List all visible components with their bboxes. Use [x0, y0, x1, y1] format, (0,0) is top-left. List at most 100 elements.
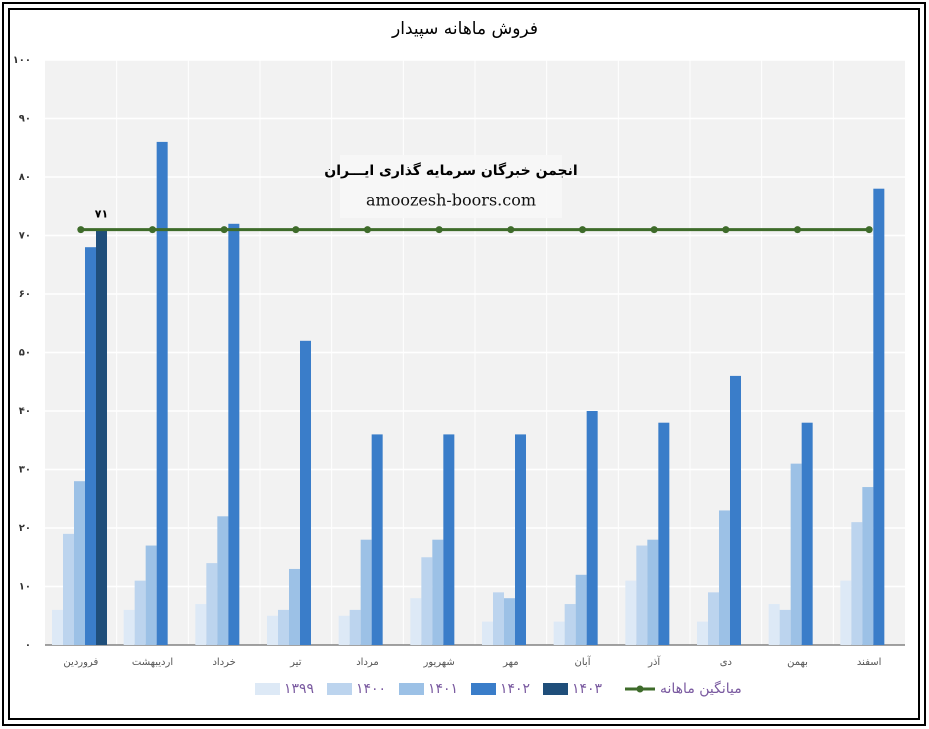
data-label: ۷۱ — [95, 208, 108, 221]
bar — [156, 141, 168, 645]
bar — [74, 481, 85, 645]
watermark-title: انجمن خبرگان سرمایه گذاری ایـــران — [324, 162, 577, 179]
bar — [636, 545, 648, 645]
bar — [862, 487, 874, 645]
legend-swatch — [543, 683, 568, 695]
x-tick-label: اسفند — [857, 657, 881, 668]
bar — [217, 516, 229, 645]
average-point — [77, 226, 85, 234]
average-point — [435, 226, 443, 234]
bar — [195, 604, 207, 645]
average-point — [220, 226, 228, 234]
bar — [575, 574, 587, 645]
bar — [719, 510, 730, 645]
legend-label: ۱۳۹۹ — [284, 681, 314, 697]
bar — [300, 340, 311, 645]
bar — [873, 188, 885, 645]
average-point — [149, 226, 156, 234]
average-point — [794, 226, 801, 234]
watermark-box — [340, 155, 562, 218]
bar — [840, 580, 852, 645]
bar — [289, 568, 300, 645]
average-point — [292, 226, 300, 234]
bar — [123, 609, 135, 645]
bar — [63, 533, 74, 645]
bar — [278, 609, 289, 645]
bar — [421, 557, 433, 645]
inner-frame — [8, 8, 920, 720]
bar — [206, 563, 218, 645]
x-tick-label: شهریور — [423, 657, 455, 668]
x-tick-label: تیر — [289, 657, 302, 668]
average-point — [364, 226, 371, 234]
y-tick-label: ۸۰ — [19, 172, 31, 183]
legend-label: ۱۴۰۲ — [500, 681, 530, 697]
bar — [432, 539, 444, 645]
x-tick-label: فروردین — [63, 657, 98, 668]
y-tick-label: ۵۰ — [19, 348, 31, 359]
y-tick-label: ۱۰ — [19, 582, 31, 593]
average-point — [722, 226, 730, 234]
y-tick-label: ۴۰ — [19, 406, 31, 417]
bar — [360, 539, 372, 645]
x-tick-label: خرداد — [212, 657, 235, 668]
bar — [134, 580, 146, 645]
bar — [564, 604, 576, 645]
x-tick-label: اردیبهشت — [132, 657, 173, 668]
watermark-url: amoozesh-boors.com — [366, 191, 536, 210]
bar — [349, 609, 361, 645]
legend-label: ۱۴۰۱ — [428, 681, 458, 697]
bar — [338, 615, 350, 645]
y-tick-label: ۱۰۰ — [13, 55, 31, 66]
bar — [730, 375, 741, 645]
y-tick-label: ۷۰ — [19, 231, 31, 242]
y-tick-label: ۰ — [25, 640, 31, 651]
bar — [708, 592, 719, 645]
bar — [697, 621, 708, 645]
x-tick-label: آبان — [575, 655, 592, 668]
bar — [504, 598, 515, 645]
bar — [768, 604, 780, 645]
bar — [658, 422, 670, 645]
average-point — [507, 226, 515, 234]
legend-swatch — [327, 683, 352, 695]
bar — [85, 247, 96, 645]
bar — [625, 580, 637, 645]
bar — [779, 609, 791, 645]
y-tick-label: ۹۰ — [19, 114, 31, 125]
y-tick-label: ۲۰ — [19, 523, 31, 534]
average-point — [579, 226, 586, 234]
bar — [790, 463, 802, 645]
bar — [553, 621, 565, 645]
bar — [96, 229, 107, 645]
bar — [371, 434, 383, 645]
bar — [801, 422, 813, 645]
average-point — [650, 226, 658, 234]
x-tick-label: مرداد — [356, 657, 379, 668]
legend-swatch — [471, 683, 496, 695]
bar — [443, 434, 455, 645]
legend-label: میانگین ماهانه — [660, 680, 742, 697]
bar — [493, 592, 504, 645]
bar — [647, 539, 659, 645]
y-tick-label: ۳۰ — [19, 465, 31, 476]
x-tick-label: بهمن — [787, 657, 808, 668]
bar — [145, 545, 157, 645]
legend-swatch — [399, 683, 424, 695]
x-tick-label: دی — [720, 657, 732, 668]
y-tick-label: ۶۰ — [19, 289, 31, 300]
bar — [515, 434, 526, 645]
legend-label: ۱۴۰۳ — [572, 681, 603, 697]
x-tick-label: آذر — [647, 655, 661, 668]
bar — [52, 609, 63, 645]
chart-title: فروش ماهانه سپیدار — [391, 19, 538, 39]
x-tick-label: مهر — [502, 657, 518, 668]
bar — [482, 621, 493, 645]
average-point — [865, 226, 873, 234]
bar — [228, 223, 240, 646]
legend-marker — [636, 685, 644, 693]
bar — [410, 598, 422, 645]
bar — [851, 522, 863, 645]
